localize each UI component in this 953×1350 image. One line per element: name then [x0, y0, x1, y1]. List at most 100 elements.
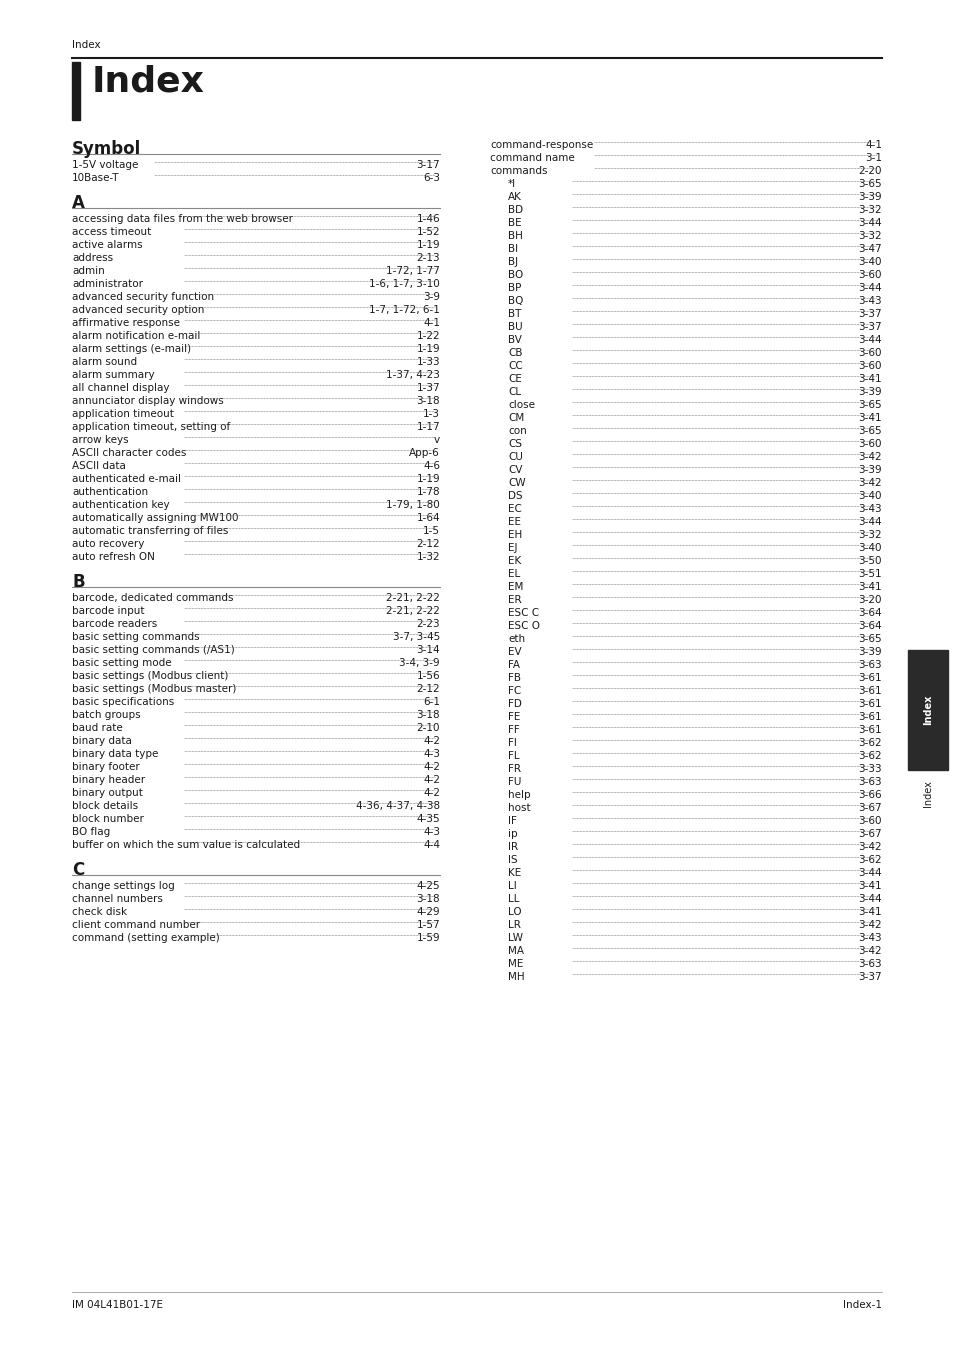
Text: 2-10: 2-10 [416, 724, 439, 733]
Text: 3-42: 3-42 [858, 946, 882, 956]
Text: 4-4: 4-4 [422, 840, 439, 850]
Text: advanced security option: advanced security option [71, 305, 204, 315]
Text: IF: IF [507, 815, 517, 826]
Text: 3-50: 3-50 [858, 556, 882, 566]
Text: 4-3: 4-3 [422, 828, 439, 837]
Text: access timeout: access timeout [71, 227, 152, 238]
Text: CS: CS [507, 439, 521, 450]
Text: affirmative response: affirmative response [71, 319, 180, 328]
Text: 2-21, 2-22: 2-21, 2-22 [386, 606, 439, 616]
Text: 3-60: 3-60 [858, 360, 882, 371]
Text: advanced security function: advanced security function [71, 292, 213, 302]
Text: 4-2: 4-2 [422, 775, 439, 784]
Text: EK: EK [507, 556, 520, 566]
Text: 1-5: 1-5 [422, 526, 439, 536]
Text: LR: LR [507, 919, 520, 930]
Text: command-response: command-response [490, 140, 593, 150]
Text: 1-46: 1-46 [416, 215, 439, 224]
FancyBboxPatch shape [71, 62, 80, 120]
Text: 3-4, 3-9: 3-4, 3-9 [399, 657, 439, 668]
Text: baud rate: baud rate [71, 724, 123, 733]
Text: 1-33: 1-33 [416, 356, 439, 367]
Text: EV: EV [507, 647, 521, 657]
Text: 3-32: 3-32 [858, 531, 882, 540]
Text: Index: Index [71, 40, 100, 50]
Text: AK: AK [507, 192, 521, 202]
Text: 3-20: 3-20 [858, 595, 882, 605]
Text: binary footer: binary footer [71, 761, 139, 772]
Text: 3-60: 3-60 [858, 439, 882, 450]
Text: 3-32: 3-32 [858, 205, 882, 215]
Text: LO: LO [507, 907, 521, 917]
Text: 2-23: 2-23 [416, 620, 439, 629]
Text: ASCII data: ASCII data [71, 460, 126, 471]
Text: IS: IS [507, 855, 517, 865]
Text: 3-18: 3-18 [416, 710, 439, 720]
Text: 1-56: 1-56 [416, 671, 439, 680]
Text: 3-63: 3-63 [858, 958, 882, 969]
Text: FD: FD [507, 699, 521, 709]
FancyBboxPatch shape [907, 649, 947, 770]
Text: 3-61: 3-61 [858, 725, 882, 734]
Text: 3-61: 3-61 [858, 699, 882, 709]
Text: ASCII character codes: ASCII character codes [71, 448, 186, 458]
Text: alarm settings (e-mail): alarm settings (e-mail) [71, 344, 191, 354]
Text: 3-37: 3-37 [858, 323, 882, 332]
Text: 3-41: 3-41 [858, 413, 882, 423]
Text: A: A [71, 194, 85, 212]
Text: Index: Index [923, 780, 932, 807]
Text: 10Base-T: 10Base-T [71, 173, 119, 184]
Text: BQ: BQ [507, 296, 523, 306]
Text: 3-60: 3-60 [858, 815, 882, 826]
Text: BU: BU [507, 323, 522, 332]
Text: 3-51: 3-51 [858, 568, 882, 579]
Text: 1-19: 1-19 [416, 240, 439, 250]
Text: 3-42: 3-42 [858, 919, 882, 930]
Text: 3-67: 3-67 [858, 803, 882, 813]
Text: 4-2: 4-2 [422, 761, 439, 772]
Text: C: C [71, 861, 84, 879]
Text: 3-18: 3-18 [416, 894, 439, 904]
Text: basic specifications: basic specifications [71, 697, 174, 707]
Text: 3-62: 3-62 [858, 751, 882, 761]
Text: 3-61: 3-61 [858, 674, 882, 683]
Text: 3-37: 3-37 [858, 972, 882, 981]
Text: 3-41: 3-41 [858, 374, 882, 383]
Text: 3-44: 3-44 [858, 868, 882, 878]
Text: 3-41: 3-41 [858, 882, 882, 891]
Text: help: help [507, 790, 530, 801]
Text: 2-12: 2-12 [416, 684, 439, 694]
Text: 1-17: 1-17 [416, 423, 439, 432]
Text: 3-63: 3-63 [858, 778, 882, 787]
Text: 3-9: 3-9 [422, 292, 439, 302]
Text: binary header: binary header [71, 775, 145, 784]
Text: v: v [434, 435, 439, 446]
Text: CW: CW [507, 478, 525, 487]
Text: command name: command name [490, 153, 574, 163]
Text: 6-3: 6-3 [422, 173, 439, 184]
Text: alarm summary: alarm summary [71, 370, 154, 379]
Text: 3-37: 3-37 [858, 309, 882, 319]
Text: FC: FC [507, 686, 520, 697]
Text: active alarms: active alarms [71, 240, 143, 250]
Text: binary data: binary data [71, 736, 132, 747]
Text: 3-1: 3-1 [864, 153, 882, 163]
Text: 3-41: 3-41 [858, 582, 882, 593]
Text: 1-64: 1-64 [416, 513, 439, 522]
Text: 3-44: 3-44 [858, 335, 882, 346]
Text: 3-61: 3-61 [858, 686, 882, 697]
Text: 3-40: 3-40 [858, 256, 882, 267]
Text: 1-52: 1-52 [416, 227, 439, 238]
Text: Symbol: Symbol [71, 140, 141, 158]
Text: authentication key: authentication key [71, 500, 170, 510]
Text: 3-66: 3-66 [858, 790, 882, 801]
Text: 3-41: 3-41 [858, 907, 882, 917]
Text: 3-43: 3-43 [858, 933, 882, 944]
Text: 2-12: 2-12 [416, 539, 439, 549]
Text: barcode, dedicated commands: barcode, dedicated commands [71, 593, 233, 603]
Text: 2-20: 2-20 [858, 166, 882, 176]
Text: FA: FA [507, 660, 519, 670]
Text: *I: *I [507, 180, 516, 189]
Text: check disk: check disk [71, 907, 127, 917]
Text: 3-32: 3-32 [858, 231, 882, 242]
